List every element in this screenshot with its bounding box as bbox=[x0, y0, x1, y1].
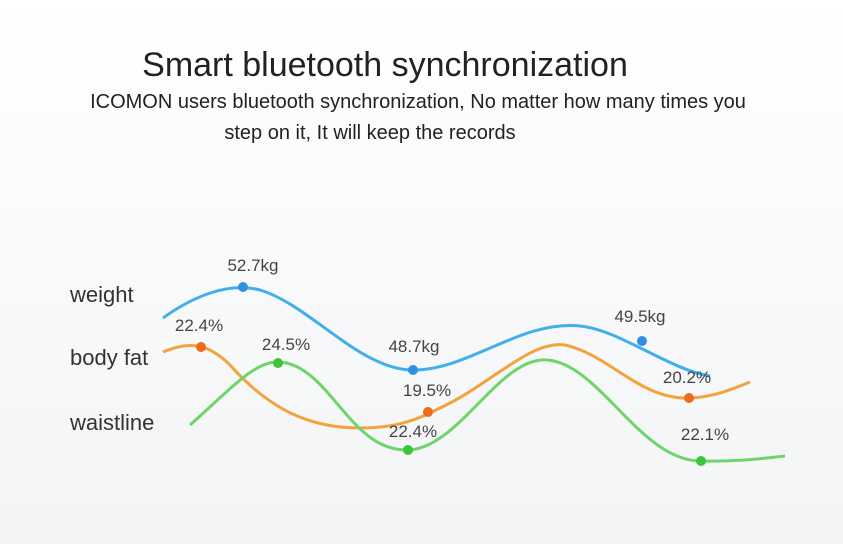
point-label: 52.7kg bbox=[227, 256, 278, 275]
point-label: 19.5% bbox=[403, 381, 451, 400]
row-label: waistline bbox=[69, 410, 154, 435]
row-label: weight bbox=[69, 282, 134, 307]
point-label: 24.5% bbox=[262, 335, 310, 354]
point-label: 22.1% bbox=[681, 425, 729, 444]
point-dot bbox=[238, 282, 248, 292]
body-fat-curve bbox=[162, 343, 751, 430]
point-dot bbox=[423, 407, 433, 417]
point-dot bbox=[696, 456, 706, 466]
subtitle-line: ICOMON users bluetooth synchronization, … bbox=[90, 91, 746, 113]
point-label: 20.2% bbox=[663, 368, 711, 387]
title: Smart bluetooth synchronization bbox=[142, 46, 628, 84]
point-dot bbox=[637, 336, 647, 346]
subtitle-line: step on it, It will keep the records bbox=[224, 122, 515, 144]
point-label: 48.7kg bbox=[388, 337, 439, 356]
point-dot bbox=[196, 342, 206, 352]
point-dot bbox=[273, 358, 283, 368]
point-label: 49.5kg bbox=[614, 307, 665, 326]
point-label: 22.4% bbox=[389, 422, 437, 441]
point-label: 22.4% bbox=[175, 316, 223, 335]
point-dot bbox=[408, 365, 418, 375]
point-dot bbox=[684, 393, 694, 403]
point-dot bbox=[403, 445, 413, 455]
row-label: body fat bbox=[70, 345, 148, 370]
